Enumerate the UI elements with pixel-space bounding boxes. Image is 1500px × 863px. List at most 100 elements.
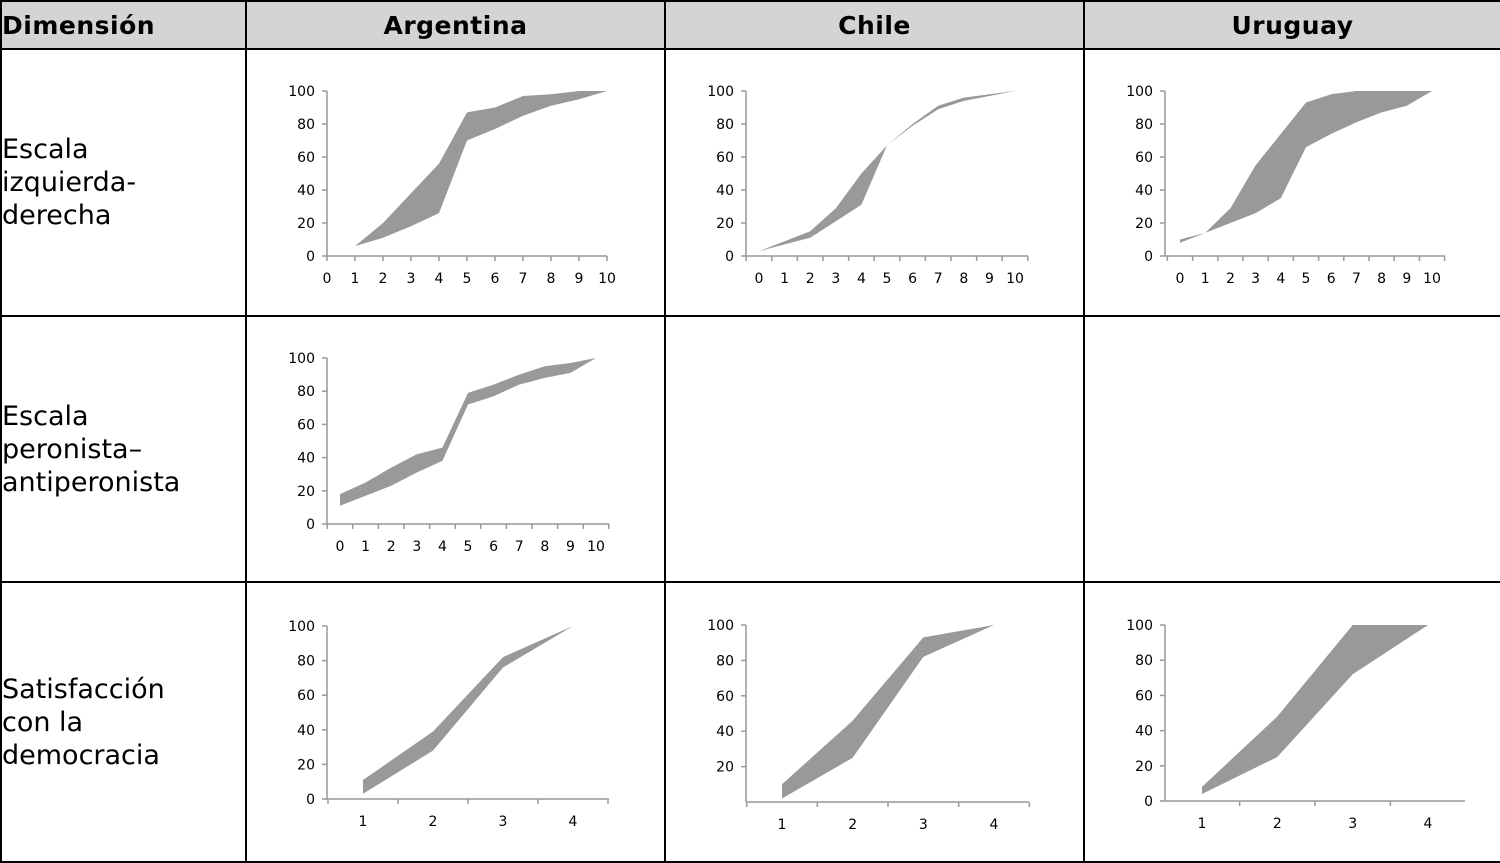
y-tick-label: 20 <box>1135 759 1153 775</box>
chart-argentina-satisfaccion: 0 20 40 60 80 100 1 2 3 4 <box>288 619 609 830</box>
row-label-line: Escala <box>2 134 89 165</box>
y-tick-label: 20 <box>297 484 315 500</box>
header-argentina: Argentina <box>245 0 666 50</box>
y-tick-label: 60 <box>716 150 734 166</box>
y-tick-label: 40 <box>716 183 734 199</box>
chart-band-area <box>327 91 607 252</box>
x-tick-label: 7 <box>519 271 528 287</box>
y-tick-label: 0 <box>1144 794 1153 810</box>
y-tick-label: 80 <box>297 654 315 670</box>
x-tick-label: 7 <box>1352 271 1361 287</box>
y-tick-label: 40 <box>297 451 315 467</box>
y-tick-label: 40 <box>716 724 734 740</box>
x-tick-label: 5 <box>464 539 473 555</box>
y-tick-label: 100 <box>707 84 734 100</box>
x-tick-label: 3 <box>499 814 508 830</box>
x-tick-label: 1 <box>361 539 370 555</box>
x-tick-label: 2 <box>1226 271 1235 287</box>
x-tick-label: 3 <box>1251 271 1260 287</box>
y-tick-label: 20 <box>716 216 734 232</box>
x-tick-label: 2 <box>379 271 388 287</box>
y-tick-label: 40 <box>297 723 315 739</box>
x-tick-label: 4 <box>438 539 447 555</box>
x-tick-label: 8 <box>540 539 549 555</box>
chart-band-area <box>782 625 994 799</box>
x-tick-label: 0 <box>1176 271 1185 287</box>
x-tick-label: 1 <box>1201 271 1210 287</box>
y-tick-label: 80 <box>1135 117 1153 133</box>
x-tick-label: 1 <box>778 817 787 833</box>
y-tick-label: 100 <box>288 619 315 635</box>
y-tick-label: 80 <box>297 384 315 400</box>
x-tick-label: 2 <box>387 539 396 555</box>
x-tick-label: 3 <box>407 271 416 287</box>
y-tick-label: 80 <box>1135 653 1153 669</box>
x-tick-label: 7 <box>934 271 943 287</box>
header-row: Dimensión Argentina Chile Uruguay <box>0 0 1500 50</box>
chart-band-area <box>1180 91 1432 243</box>
row-label-line: antiperonista <box>2 466 181 498</box>
chart-cell-cl-lr: 0 20 40 60 80 100 0 1 2 3 4 5 6 7 8 9 10 <box>664 48 1085 317</box>
row-label: Escala izquierda- derecha <box>0 48 247 317</box>
y-tick-label: 0 <box>725 249 734 265</box>
x-tick-label: 10 <box>598 271 616 287</box>
y-tick-label: 60 <box>716 689 734 705</box>
y-tick-label: 20 <box>297 757 315 773</box>
x-tick-label: 6 <box>491 271 500 287</box>
x-tick-label: 9 <box>985 271 994 287</box>
x-tick-label: 3 <box>919 817 928 833</box>
x-tick-label: 5 <box>1302 271 1311 287</box>
x-tick-label: 1 <box>1198 816 1207 832</box>
x-tick-label: 3 <box>412 539 421 555</box>
chart-cell-ar-sat: 0 20 40 60 80 100 1 2 3 4 <box>245 581 666 863</box>
x-tick-label: 7 <box>515 539 524 555</box>
x-tick-label: 4 <box>990 817 999 833</box>
x-tick-label: 6 <box>908 271 917 287</box>
row-label-line: izquierda- <box>2 167 137 198</box>
row-label-line: Escala <box>2 400 89 432</box>
chart-band-area <box>759 91 1015 252</box>
row-label-line: Satisfacción <box>2 673 165 705</box>
x-tick-label: 5 <box>463 271 472 287</box>
x-tick-label: 6 <box>489 539 498 555</box>
header-dimension: Dimensión <box>0 0 247 50</box>
y-tick-label: 40 <box>1135 724 1153 740</box>
y-tick-label: 80 <box>716 653 734 669</box>
row-satisfaccion: Satisfacción con la democracia 0 20 40 60 80… <box>0 581 1500 863</box>
y-tick-label: 80 <box>716 117 734 133</box>
x-tick-label: 0 <box>336 539 345 555</box>
x-tick-label: 8 <box>959 271 968 287</box>
chart-chile-satisfaccion: 20 40 60 80 100 1 2 3 4 <box>707 618 1031 833</box>
x-tick-label: 10 <box>1423 271 1441 287</box>
y-tick-label: 0 <box>306 249 315 265</box>
empty-cell-chile <box>664 315 1085 583</box>
x-tick-label: 9 <box>566 539 575 555</box>
y-tick-label: 100 <box>1126 618 1153 634</box>
x-tick-label: 4 <box>1276 271 1285 287</box>
x-tick-label: 2 <box>1273 816 1282 832</box>
y-tick-label: 100 <box>288 84 315 100</box>
row-label: Escala peronista– antiperonista <box>0 315 247 583</box>
header-chile: Chile <box>664 0 1085 50</box>
x-tick-label: 10 <box>587 539 605 555</box>
x-tick-label: 4 <box>1424 816 1433 832</box>
y-tick-label: 100 <box>1126 84 1153 100</box>
x-tick-label: 6 <box>1327 271 1336 287</box>
x-tick-label: 0 <box>755 271 764 287</box>
y-tick-label: 60 <box>1135 688 1153 704</box>
y-tick-label: 40 <box>297 183 315 199</box>
x-tick-label: 4 <box>435 271 444 287</box>
x-tick-label: 8 <box>547 271 556 287</box>
row-label-line: democracia <box>2 739 160 771</box>
row-label: Satisfacción con la democracia <box>0 581 247 863</box>
x-tick-label: 3 <box>1348 816 1357 832</box>
x-tick-label: 2 <box>429 814 438 830</box>
y-tick-label: 20 <box>1135 216 1153 232</box>
x-tick-label: 2 <box>806 271 815 287</box>
y-tick-label: 80 <box>297 117 315 133</box>
empty-cell-uruguay <box>1083 315 1500 583</box>
y-tick-label: 0 <box>306 517 315 533</box>
